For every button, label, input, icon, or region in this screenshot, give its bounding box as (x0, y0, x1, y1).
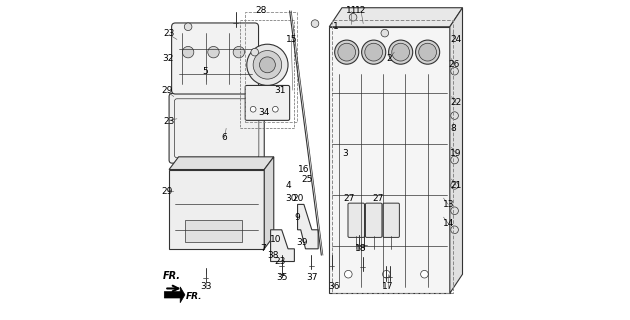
Text: 2: 2 (387, 54, 392, 63)
Circle shape (338, 43, 355, 61)
Polygon shape (329, 27, 450, 293)
Circle shape (335, 40, 358, 64)
Text: 39: 39 (297, 238, 308, 247)
Circle shape (208, 46, 219, 58)
Circle shape (311, 20, 319, 28)
Circle shape (392, 43, 410, 61)
Circle shape (365, 43, 382, 61)
Text: 34: 34 (258, 108, 270, 117)
Text: 9: 9 (295, 212, 301, 222)
FancyBboxPatch shape (383, 203, 399, 237)
Text: 12: 12 (355, 6, 367, 15)
FancyBboxPatch shape (365, 203, 382, 237)
Text: 7: 7 (260, 244, 265, 253)
Circle shape (260, 57, 275, 73)
Text: 31: 31 (274, 86, 286, 95)
Circle shape (349, 13, 357, 21)
Text: 4: 4 (285, 181, 291, 190)
Text: 36: 36 (328, 282, 340, 292)
Text: 27: 27 (373, 194, 384, 203)
FancyBboxPatch shape (171, 23, 258, 94)
Text: 33: 33 (200, 282, 211, 292)
Polygon shape (271, 230, 294, 261)
Circle shape (233, 46, 244, 58)
Text: 27: 27 (343, 194, 355, 203)
Circle shape (362, 40, 386, 64)
Text: 23: 23 (163, 28, 175, 38)
Bar (241, 20, 294, 128)
Text: FR.: FR. (186, 292, 202, 301)
Text: 1: 1 (333, 22, 338, 31)
Circle shape (451, 181, 459, 189)
Text: 26: 26 (449, 60, 460, 69)
Circle shape (451, 226, 459, 234)
Polygon shape (169, 157, 274, 170)
Circle shape (273, 106, 278, 112)
FancyBboxPatch shape (245, 85, 290, 120)
Text: 3: 3 (342, 149, 348, 158)
Text: 11: 11 (346, 6, 357, 15)
Text: 25: 25 (301, 174, 312, 184)
Text: 32: 32 (163, 54, 174, 63)
FancyBboxPatch shape (169, 93, 264, 163)
Circle shape (253, 51, 282, 79)
Text: 22: 22 (450, 99, 462, 108)
Circle shape (416, 40, 440, 64)
Text: 6: 6 (222, 133, 227, 142)
Circle shape (451, 156, 459, 164)
Text: 35: 35 (276, 273, 287, 282)
Text: 15: 15 (285, 35, 297, 44)
Polygon shape (169, 170, 264, 249)
Text: 30: 30 (285, 194, 297, 203)
Circle shape (451, 207, 459, 215)
Circle shape (382, 270, 390, 278)
Circle shape (451, 68, 459, 75)
Circle shape (381, 29, 389, 37)
Circle shape (183, 46, 194, 58)
Text: 28: 28 (255, 6, 266, 15)
Circle shape (345, 270, 352, 278)
Polygon shape (329, 8, 462, 27)
Text: 16: 16 (298, 165, 310, 174)
Polygon shape (164, 287, 185, 303)
Polygon shape (264, 157, 274, 249)
Circle shape (185, 23, 192, 31)
Text: FR.: FR. (163, 271, 181, 281)
Bar (333, 20, 453, 293)
Text: 20: 20 (292, 194, 303, 203)
Text: 38: 38 (267, 251, 279, 260)
Text: 17: 17 (382, 282, 394, 292)
Polygon shape (297, 204, 318, 249)
Text: 8: 8 (450, 124, 456, 133)
Circle shape (419, 43, 437, 61)
FancyBboxPatch shape (348, 203, 365, 237)
Circle shape (389, 40, 413, 64)
Polygon shape (450, 8, 462, 293)
Text: 29: 29 (162, 86, 173, 95)
Circle shape (250, 106, 256, 112)
Circle shape (247, 44, 288, 85)
Circle shape (421, 270, 428, 278)
Text: 5: 5 (203, 67, 209, 76)
Text: 23: 23 (275, 257, 286, 266)
Text: 21: 21 (450, 181, 462, 190)
Bar (244, 12, 297, 122)
Text: 23: 23 (163, 117, 175, 126)
Text: 10: 10 (270, 235, 281, 244)
Text: 19: 19 (450, 149, 462, 158)
Text: 29: 29 (162, 187, 173, 196)
Circle shape (451, 112, 459, 119)
Text: 14: 14 (442, 219, 454, 228)
Text: 18: 18 (355, 244, 367, 253)
Circle shape (251, 48, 258, 56)
Text: 13: 13 (442, 200, 454, 209)
Text: 24: 24 (450, 35, 462, 44)
Bar (185, 220, 242, 243)
Text: 37: 37 (306, 273, 318, 282)
